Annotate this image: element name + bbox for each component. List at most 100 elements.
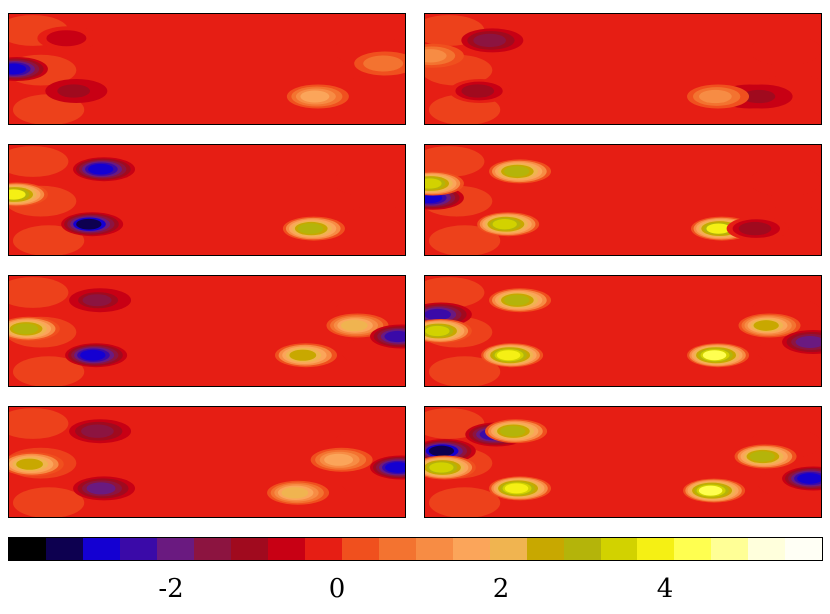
vortex-high <box>489 159 552 184</box>
panel-field-r1c2 <box>425 14 821 124</box>
panel-r4c2 <box>424 406 822 518</box>
contour-level <box>9 63 27 75</box>
colorbar-tick-label: -2 <box>158 574 184 604</box>
contour-level <box>738 221 772 236</box>
vortex-low <box>370 455 405 480</box>
field-texture <box>428 225 501 255</box>
colorbar-step <box>360 538 379 560</box>
vortex-low <box>65 343 128 368</box>
panel-r2c1 <box>8 144 406 256</box>
contour-level <box>429 462 454 473</box>
field-texture <box>425 146 485 177</box>
vortex-high <box>9 182 48 207</box>
colorbar-step <box>582 538 601 560</box>
colorbar-step <box>618 538 638 560</box>
contour-level <box>749 451 775 462</box>
colorbar-step <box>674 538 693 560</box>
panel-r3c2 <box>424 275 822 387</box>
vortex-low <box>449 79 512 103</box>
contour-level <box>425 178 442 189</box>
vortex-low <box>461 28 524 53</box>
colorbar-step <box>378 538 398 560</box>
colorbar-step <box>323 538 342 560</box>
field-texture <box>12 225 85 255</box>
colorbar-step <box>803 538 823 560</box>
contour-level <box>753 320 779 331</box>
colorbar-step <box>230 538 250 560</box>
vortex-low <box>782 466 821 491</box>
contour-level <box>742 89 776 104</box>
colorbar-step <box>212 538 231 560</box>
vortex-low <box>730 84 793 109</box>
field-texture <box>341 205 405 237</box>
colorbar-step <box>175 538 194 560</box>
colorbar-step <box>563 538 583 560</box>
contour-level <box>492 219 517 230</box>
vortex-high <box>282 216 345 241</box>
contour-level <box>795 336 821 348</box>
vortex-low <box>370 324 405 349</box>
contour-level <box>363 55 404 72</box>
contour-level <box>281 487 309 499</box>
contour-level <box>289 349 317 361</box>
vortex-high <box>425 319 472 343</box>
vortex-high <box>354 51 405 76</box>
colorbar-step <box>341 538 361 560</box>
colorbar-step <box>267 538 287 560</box>
contour-level <box>496 350 521 361</box>
contour-level <box>385 462 405 473</box>
contour-level <box>57 84 90 98</box>
vortex-high <box>477 212 540 237</box>
vortex-low <box>69 288 132 313</box>
vortex-low <box>45 79 108 103</box>
colorbar-step <box>748 538 767 560</box>
panel-field-r3c1 <box>9 276 405 386</box>
contour-level <box>300 90 330 103</box>
colorbar-step <box>82 538 102 560</box>
field-texture <box>425 277 485 308</box>
colorbar-step <box>489 538 509 560</box>
vortex-high <box>683 478 746 503</box>
panel-r1c2 <box>424 13 822 125</box>
colorbar-step <box>286 538 305 560</box>
contour-level <box>384 330 405 343</box>
colorbar-step <box>545 538 564 560</box>
vortex-high <box>738 313 801 338</box>
contour-level <box>76 218 102 230</box>
field-texture <box>428 487 501 517</box>
colorbar-step <box>785 538 804 560</box>
panel-field-r3c2 <box>425 276 821 386</box>
colorbar-step <box>138 538 157 560</box>
contour-level <box>297 223 324 234</box>
vortex-low <box>61 212 124 237</box>
colorbar-step <box>27 538 46 560</box>
vortex-high <box>310 447 373 472</box>
vortex-low <box>782 330 821 354</box>
vortex-low <box>73 157 136 182</box>
contour-level <box>46 30 87 47</box>
vortex-low <box>73 476 136 501</box>
contour-level <box>9 189 26 200</box>
colorbar-step <box>304 538 324 560</box>
contour-level <box>699 89 732 104</box>
colorbar-step <box>64 538 83 560</box>
colorbar-step <box>508 538 527 560</box>
contour-level <box>461 84 495 98</box>
panel-r4c1 <box>8 406 406 518</box>
contour-level <box>425 325 450 337</box>
contour-level <box>425 49 447 63</box>
panel-field-r4c2 <box>425 407 821 517</box>
contour-level <box>340 319 368 332</box>
panel-r2c2 <box>424 144 822 256</box>
colorbar-step <box>101 538 120 560</box>
contour-level <box>12 323 39 335</box>
contour-level <box>88 163 114 175</box>
contour-level <box>797 473 821 484</box>
colorbar-tick-label: 4 <box>656 574 674 604</box>
contour-level <box>86 482 116 495</box>
panel-r3c1 <box>8 275 406 387</box>
vortex-low <box>9 57 48 81</box>
vortex-high <box>734 444 797 469</box>
colorbar-step <box>471 538 490 560</box>
field-texture <box>9 408 69 439</box>
